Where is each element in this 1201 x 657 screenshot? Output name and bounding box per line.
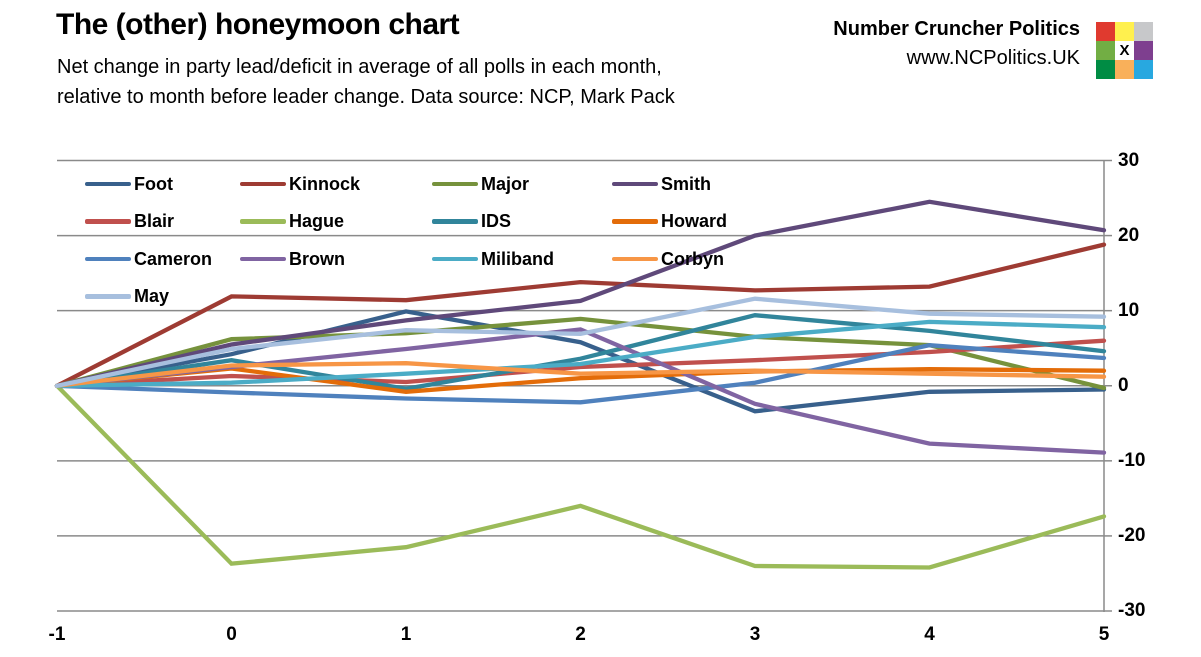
y-tick-label-20: 20 xyxy=(1118,224,1140,246)
subtitle-line-2: relative to month before leader change. … xyxy=(57,86,675,108)
series-line-smith xyxy=(54,199,1107,388)
brand-block: Number Cruncher Politics www.NCPolitics.… xyxy=(833,18,1080,70)
series-line-miliband xyxy=(54,319,1107,388)
x-tick-label--1: -1 xyxy=(48,624,66,645)
logo-color-cell xyxy=(1096,22,1115,41)
series-line-hague xyxy=(54,383,1107,570)
brand-name: Number Cruncher Politics xyxy=(833,18,1080,40)
x-tick-label-1: 1 xyxy=(400,624,412,645)
series-line-foot xyxy=(54,309,1107,414)
y-tick-label--10: -10 xyxy=(1118,449,1146,471)
logo-color-cell xyxy=(1134,22,1153,41)
y-tick-label--20: -20 xyxy=(1118,524,1146,546)
logo-x-cell: X xyxy=(1115,41,1134,60)
brand-url: www.NCPolitics.UK xyxy=(906,47,1080,69)
series-line-cameron xyxy=(54,343,1107,405)
x-tick-label-2: 2 xyxy=(575,624,586,645)
subtitle-line-1: Net change in party lead/deficit in aver… xyxy=(57,56,662,78)
logo-color-cell xyxy=(1096,41,1115,60)
x-tick-label-5: 5 xyxy=(1098,624,1110,645)
ncp-logo: X xyxy=(1096,22,1153,79)
y-tick-label-10: 10 xyxy=(1118,299,1140,321)
series-line-corbyn xyxy=(54,361,1107,388)
series-line-kinnock xyxy=(54,242,1107,388)
logo-color-cell xyxy=(1096,60,1115,79)
x-tick-label-4: 4 xyxy=(924,624,935,645)
logo-color-cell xyxy=(1115,22,1134,41)
x-tick-label-3: 3 xyxy=(749,624,761,645)
series-line-may xyxy=(54,296,1107,388)
logo-color-cell xyxy=(1134,41,1153,60)
series-line-ids xyxy=(54,313,1107,391)
series-line-blair xyxy=(54,338,1107,388)
logo-color-cell xyxy=(1115,60,1134,79)
x-tick-label-0: 0 xyxy=(226,624,237,645)
y-tick-label-30: 30 xyxy=(1118,149,1140,171)
y-tick-label-0: 0 xyxy=(1118,374,1129,396)
logo-color-cell xyxy=(1134,60,1153,79)
page-title: The (other) honeymoon chart xyxy=(56,8,460,41)
y-tick-label--30: -30 xyxy=(1118,600,1146,621)
